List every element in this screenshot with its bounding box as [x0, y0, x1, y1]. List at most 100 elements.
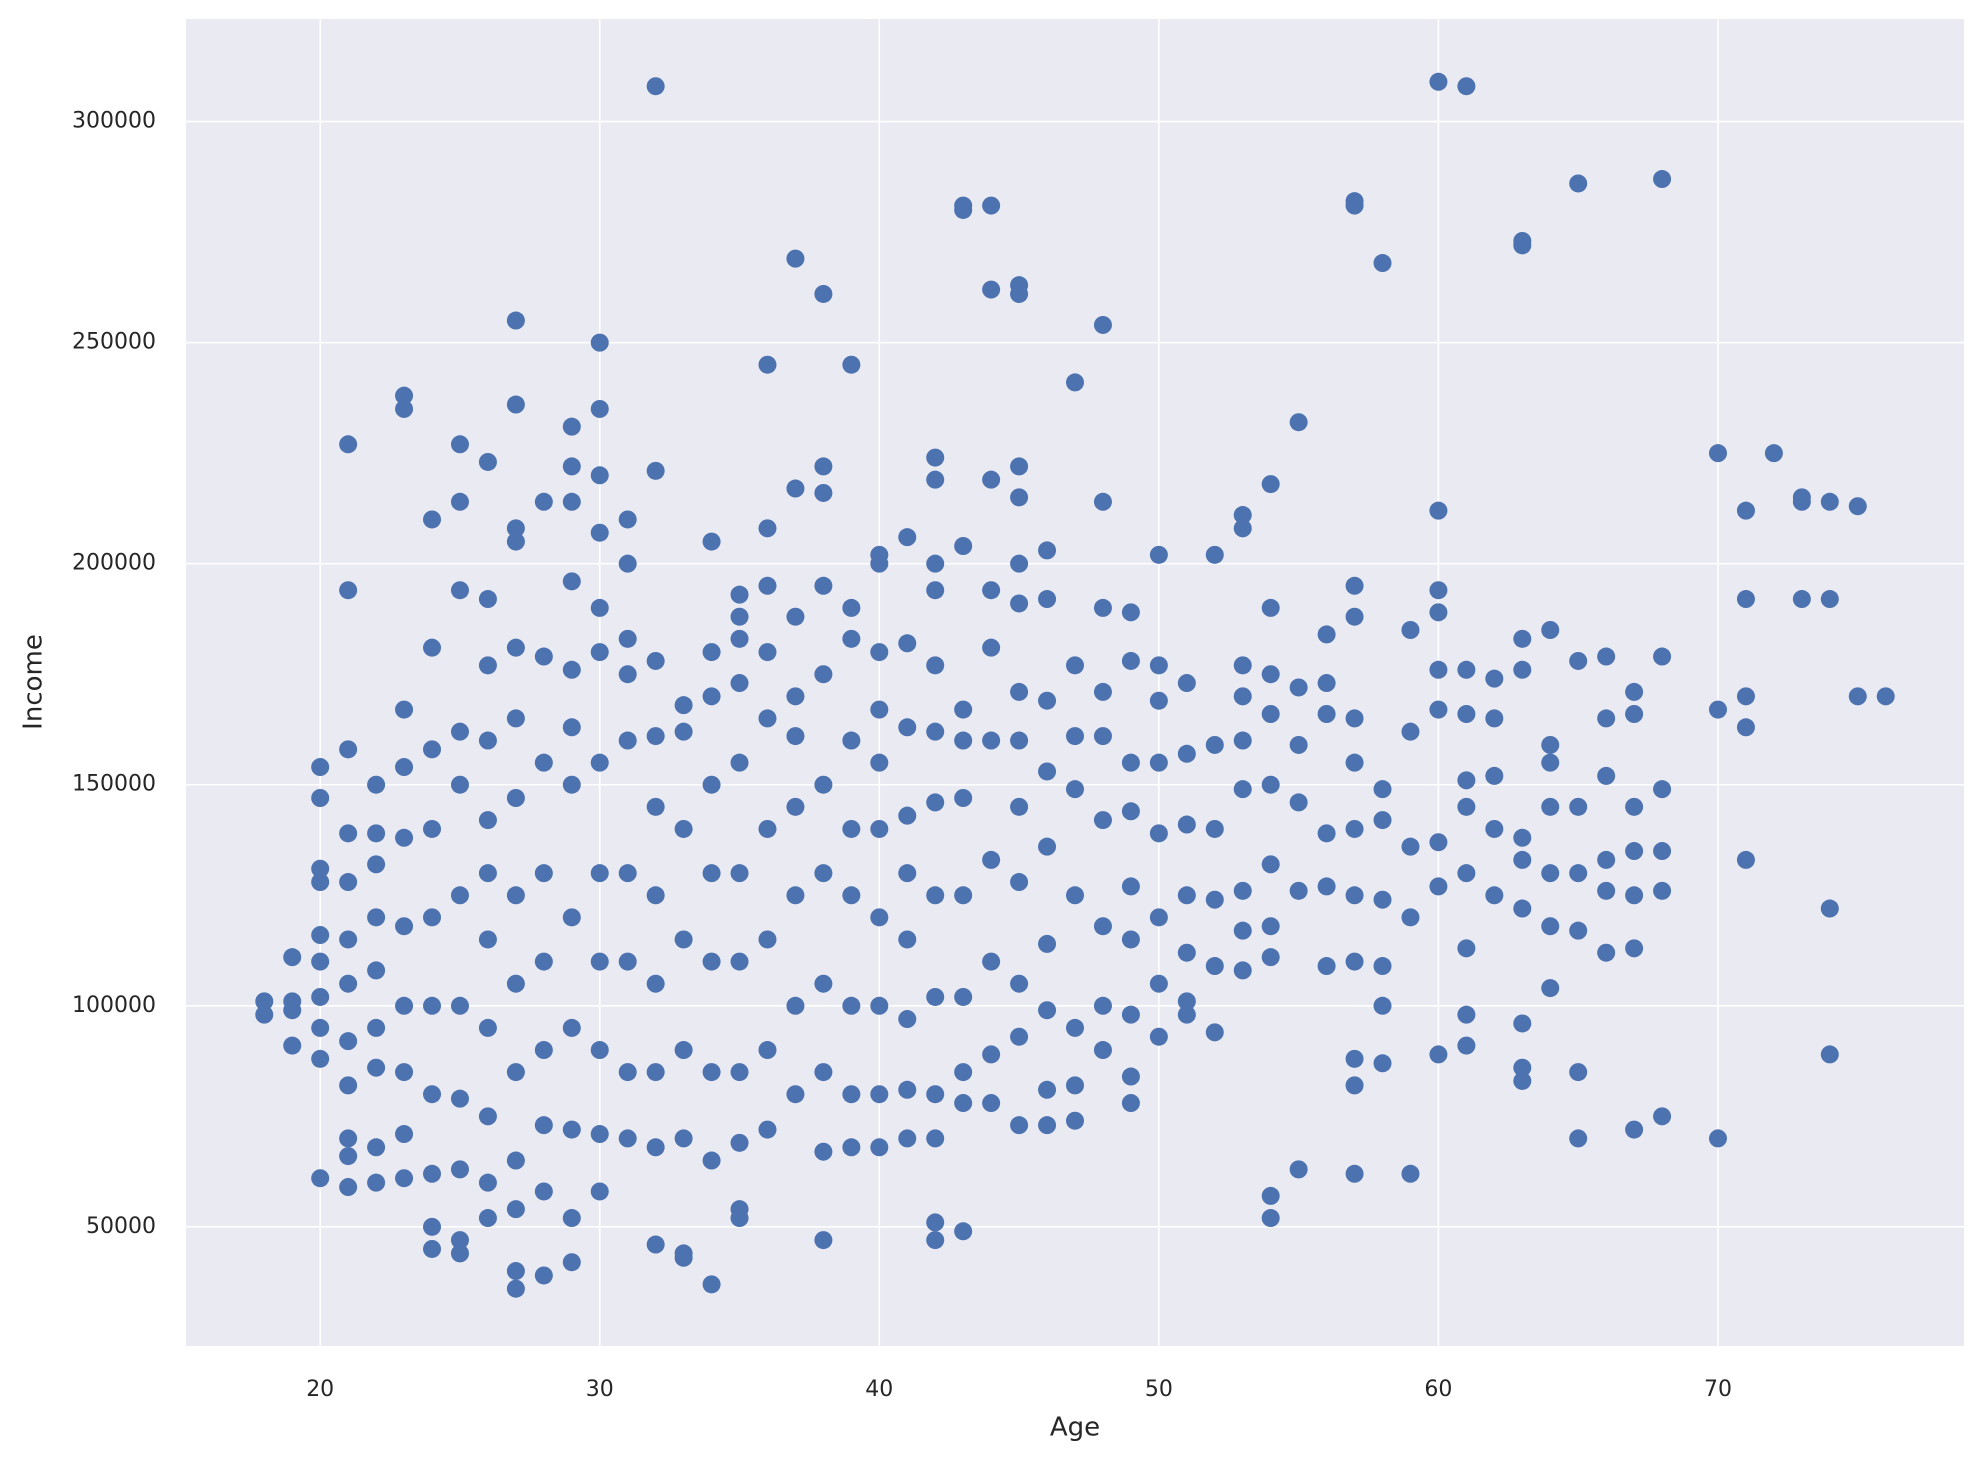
- point: [562, 1018, 581, 1037]
- point: [1093, 492, 1112, 511]
- point: [786, 797, 805, 816]
- point: [1820, 492, 1839, 511]
- point: [842, 598, 861, 617]
- point: [534, 1266, 553, 1285]
- point: [618, 952, 637, 971]
- point: [590, 1125, 609, 1144]
- point: [1373, 780, 1392, 799]
- point: [926, 470, 945, 489]
- point: [898, 718, 917, 737]
- point: [1457, 771, 1476, 790]
- point: [730, 585, 749, 604]
- point: [255, 992, 274, 1011]
- point: [842, 629, 861, 648]
- point: [982, 731, 1001, 750]
- point: [1233, 687, 1252, 706]
- point: [1149, 974, 1168, 993]
- point: [562, 417, 581, 436]
- point: [702, 643, 721, 662]
- point: [562, 1120, 581, 1139]
- point: [1066, 1076, 1084, 1095]
- point: [1261, 475, 1280, 494]
- point: [730, 1063, 749, 1082]
- point: [1233, 961, 1252, 980]
- point: [562, 1209, 581, 1228]
- point: [478, 1209, 497, 1228]
- point: [1625, 682, 1644, 701]
- point: [1010, 488, 1029, 507]
- point: [1205, 890, 1224, 909]
- point: [395, 399, 414, 418]
- point: [590, 1182, 609, 1201]
- point: [1317, 824, 1336, 843]
- point: [1708, 700, 1727, 719]
- point: [730, 674, 749, 693]
- point: [1429, 1045, 1448, 1064]
- point: [506, 638, 525, 657]
- point: [786, 996, 805, 1015]
- point: [758, 930, 777, 949]
- point: [1625, 705, 1644, 724]
- point: [367, 961, 386, 980]
- point: [1121, 651, 1140, 670]
- point: [1653, 842, 1672, 861]
- point: [1317, 957, 1336, 976]
- point: [339, 974, 358, 993]
- point: [1038, 541, 1057, 560]
- point: [506, 709, 525, 728]
- point: [1038, 837, 1057, 856]
- point: [1373, 996, 1392, 1015]
- point: [870, 643, 889, 662]
- point: [646, 974, 665, 993]
- point: [1541, 735, 1560, 754]
- point: [1457, 1005, 1476, 1024]
- point: [1597, 850, 1616, 869]
- point: [982, 196, 1001, 215]
- point: [478, 1173, 497, 1192]
- point: [395, 1169, 414, 1188]
- point: [1569, 797, 1588, 816]
- point: [339, 1147, 358, 1166]
- point: [1317, 625, 1336, 644]
- point: [450, 1160, 469, 1179]
- point: [478, 864, 497, 883]
- point: [478, 811, 497, 830]
- point: [395, 758, 414, 777]
- point: [618, 864, 637, 883]
- point: [982, 280, 1001, 299]
- x-tick-label: 60: [1424, 1377, 1452, 1402]
- point: [562, 718, 581, 737]
- point: [1541, 917, 1560, 936]
- point: [423, 1217, 442, 1236]
- point: [1261, 917, 1280, 936]
- point: [1429, 72, 1448, 91]
- point: [814, 483, 833, 502]
- point: [423, 510, 442, 529]
- point: [1625, 886, 1644, 905]
- point: [1038, 1116, 1057, 1135]
- point: [814, 1142, 833, 1161]
- point: [506, 395, 525, 414]
- point: [506, 532, 525, 551]
- y-tick-label: 300000: [72, 109, 156, 134]
- point: [367, 908, 386, 927]
- point: [339, 930, 358, 949]
- point: [674, 1244, 693, 1263]
- point: [1373, 1054, 1392, 1073]
- point: [1541, 864, 1560, 883]
- point: [1373, 254, 1392, 273]
- point: [1177, 1005, 1196, 1024]
- point: [1010, 1116, 1029, 1135]
- point: [395, 386, 414, 405]
- point: [1457, 705, 1476, 724]
- point: [1653, 881, 1672, 900]
- point: [702, 1151, 721, 1170]
- point: [590, 333, 609, 352]
- point: [1093, 811, 1112, 830]
- point: [1345, 709, 1364, 728]
- point: [1121, 1094, 1140, 1113]
- point: [1177, 886, 1196, 905]
- point: [926, 1231, 945, 1250]
- point: [954, 987, 973, 1006]
- point: [870, 700, 889, 719]
